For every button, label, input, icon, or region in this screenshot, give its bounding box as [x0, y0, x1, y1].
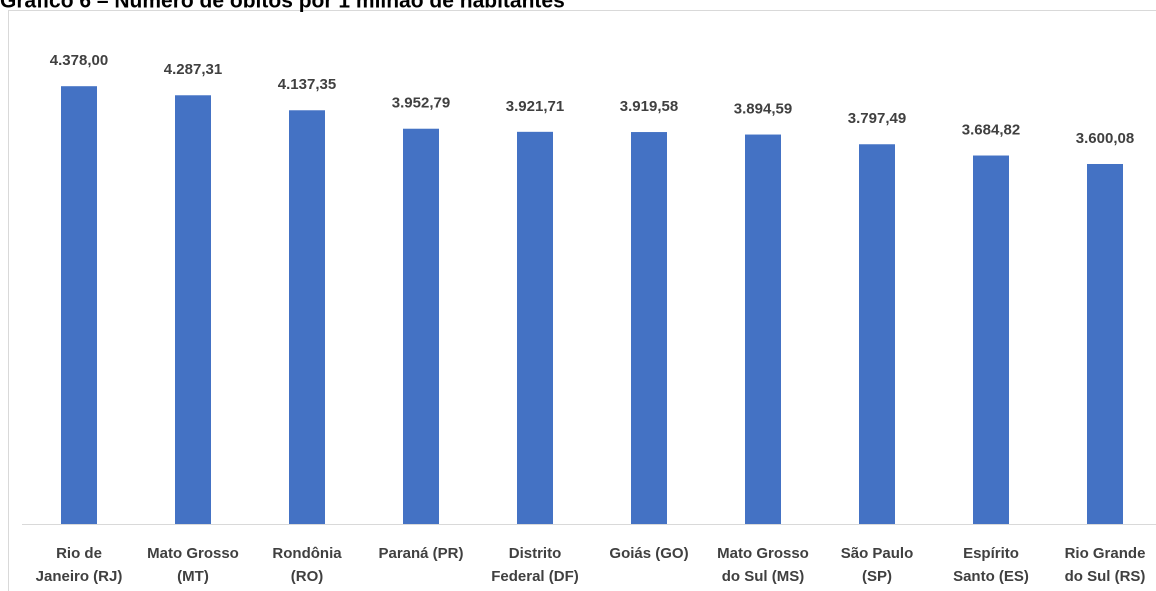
bar [289, 110, 325, 524]
chart-border [8, 10, 1156, 591]
x-tick-label: Paraná (PR) [378, 545, 463, 562]
chart-title: Gráfico 6 – Número de óbitos por 1 milhã… [0, 0, 565, 13]
x-tick-label: Mato Grosso (MT) [147, 545, 239, 585]
bar [859, 144, 895, 524]
data-label: 3.921,71 [506, 98, 564, 115]
x-tick-label: Rondônia (RO) [272, 545, 342, 585]
x-tick-label: Rio Grande do Sul (RS) [1065, 545, 1146, 585]
data-label: 4.287,31 [164, 61, 222, 78]
bar [403, 128, 439, 524]
data-label: 4.137,35 [278, 76, 336, 93]
x-tick-label: São Paulo (SP) [841, 545, 914, 585]
x-tick-label: Goiás (GO) [609, 545, 688, 562]
data-label: 3.919,58 [620, 98, 678, 115]
data-label: 3.797,49 [848, 110, 906, 127]
bar [61, 86, 97, 524]
x-tick-label: Rio de Janeiro (RJ) [36, 545, 123, 585]
x-tick-label: Mato Grosso do Sul (MS) [717, 545, 809, 585]
bar [517, 131, 553, 525]
data-label: 3.894,59 [734, 101, 792, 118]
x-tick-label: Espírito Santo (ES) [953, 545, 1029, 585]
data-label: 3.684,82 [962, 121, 1020, 138]
bar [631, 132, 667, 525]
bar [973, 155, 1009, 524]
data-label: 3.952,79 [392, 95, 450, 112]
bar [175, 95, 211, 525]
bar [1087, 163, 1123, 524]
data-label: 4.378,00 [50, 52, 108, 69]
data-label: 3.600,08 [1076, 130, 1134, 147]
bar [745, 134, 781, 524]
x-tick-label: Distrito Federal (DF) [491, 545, 579, 585]
